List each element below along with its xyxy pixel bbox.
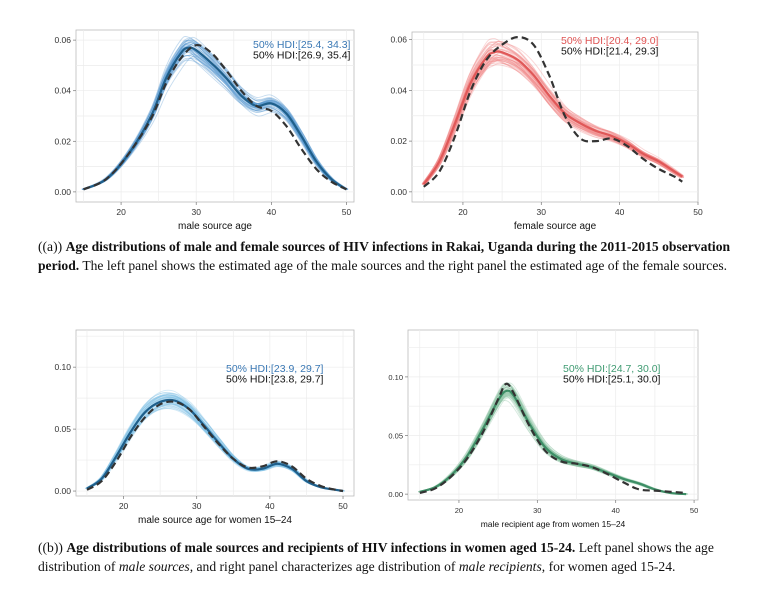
chart-male-source-age: 20 30 40 50 0.00 0.02 0.04 0.06 male source age 5… [54,29,355,232]
chart-male-source-age-women-15-24: 20 30 40 50 0.00 0.05 0.10 male source age for … [54,329,355,526]
caption-a-lead: ((a)) [38,239,63,254]
x-tick-label: 50 [690,506,698,515]
model-mean-line [83,46,348,191]
y-tick-label: 0.05 [388,432,403,441]
y-tick-label: 0.02 [390,136,407,146]
caption-b-text-2: , and right panel characterizes age dist… [189,558,456,574]
x-axis-label: male recipient age from women 15–24 [481,519,626,529]
y-tick-label: 0.06 [390,35,407,45]
x-tick-label: 30 [537,207,547,217]
hdi-annotation-model: 50% HDI:[20.4, 29.0] [561,35,659,47]
panel-b-left: 20 30 40 50 0.00 0.05 0.10 male source age for … [38,320,360,526]
caption-b-text-3: , for women aged 15-24. [541,558,676,574]
x-tick-label: 40 [265,501,275,511]
caption-a-bold: Age distributions of male and female sou… [38,239,731,273]
y-tick-label: 0.02 [54,136,71,146]
grid [408,330,698,500]
panel-a-right: 20 30 40 50 0.00 0.02 0.04 0.06 female source ag… [376,22,704,232]
y-tick-label: 0.04 [54,86,71,96]
y-tick-label: 0.00 [54,486,71,496]
x-tick-label: 50 [693,207,703,217]
model-mean-line [419,389,687,496]
plot-frame [75,329,355,497]
caption-b-lead: ((b)) [38,540,63,555]
plot-frame [411,31,699,203]
x-tick-label: 50 [338,501,348,511]
empirical-dashed-line [423,35,683,188]
grid [412,32,698,202]
caption-b-text-1: Left panel shows the age distribution of [38,540,714,574]
y-tick-label: 0.00 [388,490,403,499]
hdi-annotation-model: 50% HDI:[24.7, 30.0] [563,363,661,375]
panel-b-right: 20 30 40 50 0.00 0.05 0.10 male recipient age f… [376,320,704,529]
y-tick-label: 0.00 [390,187,407,197]
x-tick-label: 40 [612,506,620,515]
caption-a: ((a)) Age distributions of male and fema… [38,238,738,275]
y-tick-label: 0.10 [54,362,71,372]
x-axis-label: male source age for women 15–24 [138,515,292,526]
panel-a-left: 20 30 40 50 0.00 0.02 0.04 0.06 male source age 5… [38,22,360,232]
caption-b-italic-2: male recipients [458,558,542,574]
chart-male-recipient-age-women-15-24: 20 30 40 50 0.00 0.05 0.10 male recipient age f… [388,329,699,529]
y-tick-label: 0.10 [388,373,403,382]
x-axis-label: female source age [514,221,597,232]
hdi-annotation-empirical: 50% HDI:[21.4, 29.3] [561,46,659,58]
x-tick-label: 20 [119,501,129,511]
y-tick-label: 0.05 [54,424,71,434]
grid [76,330,354,496]
hdi-annotation-empirical: 50% HDI:[23.8, 29.7] [226,374,324,386]
x-tick-label: 30 [533,506,541,515]
grid [76,30,354,202]
plot-frame [407,329,699,501]
x-tick-label: 20 [116,207,126,217]
caption-b-bold: Age distributions of male sources and re… [66,540,576,555]
x-tick-label: 20 [458,207,468,217]
x-tick-label: 30 [191,207,201,217]
empirical-dashed-line [86,400,344,493]
x-tick-label: 50 [342,207,352,217]
y-tick-label: 0.00 [54,187,71,197]
hdi-annotation-empirical: 50% HDI:[26.9, 35.4] [253,50,351,62]
x-tick-label: 30 [192,501,202,511]
x-tick-label: 20 [455,506,463,515]
empirical-dashed-line [83,43,348,191]
caption-b: ((b)) Age distributions of male sources … [38,539,738,576]
chart-female-source-age: 20 30 40 50 0.00 0.02 0.04 0.06 female source ag… [390,31,703,232]
hdi-annotation-empirical: 50% HDI:[25.1, 30.0] [563,374,661,386]
y-tick-label: 0.04 [390,85,407,95]
hdi-annotation-model: 50% HDI:[23.9, 29.7] [226,363,324,375]
hdi-annotation-model: 50% HDI:[25.4, 34.3] [253,39,351,51]
y-tick-label: 0.06 [54,35,71,45]
model-mean-line [422,50,683,185]
x-tick-label: 40 [267,207,277,217]
x-axis-label: male source age [178,221,252,232]
caption-b-italic-1: male sources [118,558,190,574]
caption-a-rest: The left panel shows the estimated age o… [82,257,728,273]
x-tick-label: 40 [615,207,625,217]
empirical-dashed-line [419,382,687,495]
